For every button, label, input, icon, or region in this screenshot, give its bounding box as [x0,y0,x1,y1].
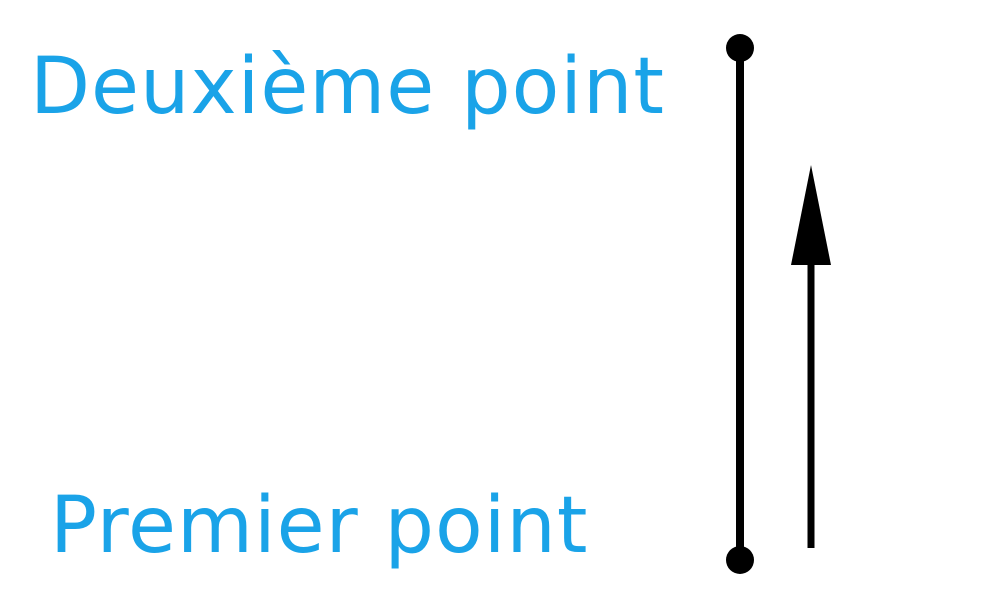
second-point-label: Deuxième point [30,42,665,132]
second-point-marker [726,34,754,62]
arrow-head [791,165,831,265]
first-point-marker [726,546,754,574]
arrow-up-icon [791,165,831,548]
first-point-label: Premier point [50,481,589,571]
